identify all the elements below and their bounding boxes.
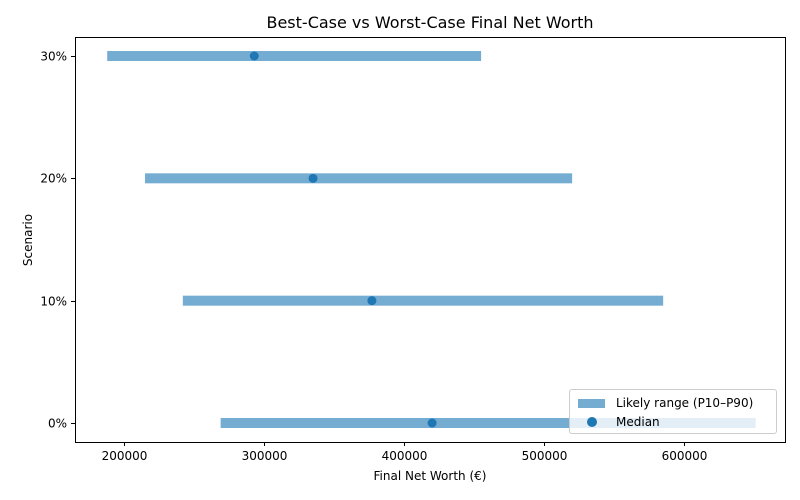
x-axis-ticks: 200000 300000 400000 500000 600000 <box>102 442 708 463</box>
x-axis-label: Final Net Worth (€) <box>373 469 487 483</box>
range-bar <box>182 295 664 306</box>
legend-item-median: Median <box>578 414 660 430</box>
median-points <box>249 51 437 428</box>
x-tick-label: 200000 <box>102 449 148 463</box>
median-point <box>308 173 318 183</box>
x-tick-label: 400000 <box>382 449 428 463</box>
range-swatch-icon <box>578 398 605 408</box>
x-tick-label: 600000 <box>662 449 708 463</box>
x-tick-label: 500000 <box>522 449 568 463</box>
chart-title: Best-Case vs Worst-Case Final Net Worth <box>266 13 594 32</box>
median-point <box>367 296 377 306</box>
y-tick-label: 10% <box>40 295 67 309</box>
y-tick-label: 20% <box>40 172 67 186</box>
y-axis-ticks: 0% 10% 20% 30% <box>40 50 75 431</box>
median-point <box>249 51 259 61</box>
legend: Likely range (P10–P90) Median <box>569 389 777 434</box>
legend-median-label: Median <box>616 415 660 429</box>
y-tick-label: 30% <box>40 50 67 64</box>
range-bar <box>145 173 573 184</box>
median-point <box>427 418 437 428</box>
median-dot-icon <box>586 417 597 427</box>
legend-item-range: Likely range (P10–P90) <box>578 395 753 411</box>
plot-frame <box>75 37 786 443</box>
range-bar <box>107 51 482 61</box>
x-tick-label: 300000 <box>242 449 288 463</box>
y-tick-label: 0% <box>48 417 67 431</box>
legend-range-label: Likely range (P10–P90) <box>616 396 754 410</box>
y-axis-label: Scenario <box>21 213 35 267</box>
range-bar <box>220 418 756 428</box>
range-bars <box>107 51 756 428</box>
